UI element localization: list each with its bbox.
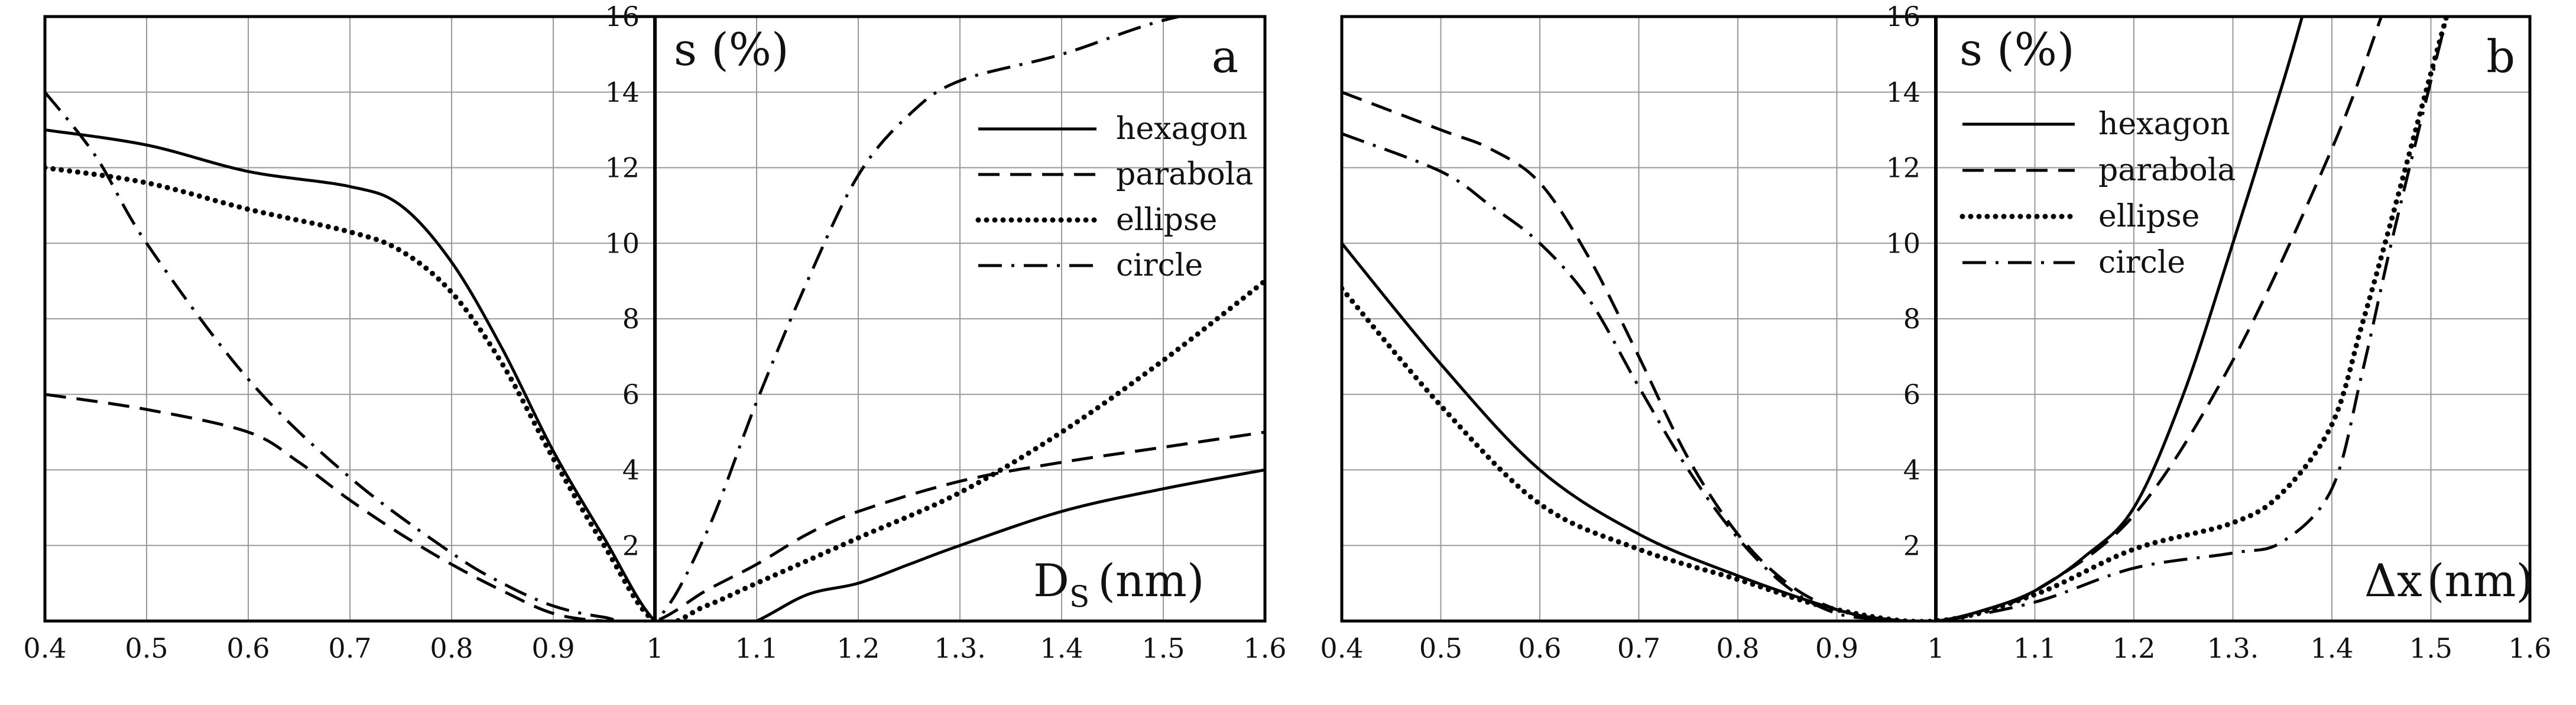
- panel-a-legend-label-circle: circle: [1116, 248, 1203, 283]
- panel-a-y-tick-label: 6: [622, 379, 640, 410]
- panel-b-x-tick-label: 0.9: [1815, 632, 1858, 664]
- panel-b-y-tick-label: 6: [1903, 379, 1920, 410]
- panel-a-series: [45, 17, 1265, 621]
- panel-a-x-tick-label: 0.9: [531, 632, 575, 664]
- panel-b-x-tick-label: 1.1: [2013, 632, 2056, 664]
- panel-a-series-ellipse: [45, 165, 1265, 621]
- panel-b-x-tick-label: 1.2: [2112, 632, 2155, 664]
- panel-b-x-tick-label: 0.6: [1518, 632, 1561, 664]
- panel-a: 2 4 6 8 10 12 14 16 0.4 0.5 0.6 0.7 0.8 0.9 1 1.1 1.2 1.…: [23, 1, 1286, 664]
- panel-b-y-tick-label: 14: [1886, 76, 1920, 108]
- panel-a-x-tick-label: 1.6: [1243, 632, 1286, 664]
- panel-a-xlabel-units: (nm): [1098, 554, 1204, 607]
- panel-b-legend-label-ellipse: ellipse: [2098, 199, 2199, 234]
- panel-a-x-tick-label: 0.5: [125, 632, 168, 664]
- panel-b-y-tick-label: 12: [1886, 152, 1920, 184]
- panel-a-y-tick-label: 2: [622, 529, 640, 561]
- panel-b-xlabel-main: Δx: [2364, 554, 2422, 607]
- panel-a-legend-label-ellipse: ellipse: [1116, 202, 1217, 238]
- panel-b-x-tick-label: 0.5: [1419, 632, 1462, 664]
- panel-a-x-tick-label: 1.5: [1141, 632, 1185, 664]
- panel-b-series-ellipse: [1342, 17, 2450, 621]
- panel-a-y-tick-label: 8: [622, 303, 640, 335]
- panel-a-x-tick-label: 0.8: [430, 632, 473, 664]
- panel-b-legend: hexagon parabola ellipse circle: [1959, 106, 2236, 280]
- panel-a-x-tick-label: 1.4: [1040, 632, 1083, 664]
- panel-a-x-tick-label: 0.7: [328, 632, 371, 664]
- panel-b-y-tick-label: 2: [1903, 529, 1920, 561]
- panel-a-x-tick-label: 1.3.: [934, 632, 986, 664]
- panel-b-y-ticks: 2 4 6 8 10 12 14 16: [1886, 1, 1920, 561]
- panel-b-letter: b: [2486, 30, 2515, 83]
- panel-b-xlabel: Δx (nm): [2364, 554, 2533, 607]
- panel-a-series-circle: [45, 17, 1187, 621]
- panel-a-x-tick-label: 1.2: [836, 632, 880, 664]
- panel-b-y-tick-label: 8: [1903, 303, 1920, 335]
- panel-a-y-tick-label: 12: [605, 152, 640, 184]
- panel-a-x-tick-label: 0.4: [23, 632, 66, 664]
- panel-b-series-circle: [1342, 17, 2449, 621]
- panel-b-legend-item-hexagon: hexagon: [1962, 106, 2230, 142]
- panel-b-y-tick-label: 16: [1886, 1, 1920, 33]
- panel-b-xlabel-units: (nm): [2427, 554, 2533, 607]
- panel-a-y-tick-label: 10: [605, 227, 640, 259]
- panel-b-x-tick-label: 0.7: [1617, 632, 1660, 664]
- panel-a-legend-item-hexagon: hexagon: [978, 111, 1248, 147]
- panel-a-y-ticks: 2 4 6 8 10 12 14 16: [605, 1, 640, 561]
- panel-a-x-tick-label: 0.6: [226, 632, 270, 664]
- panel-a-legend-label-parabola: parabola: [1116, 157, 1253, 192]
- panel-b-y-tick-label: 4: [1903, 454, 1920, 486]
- panel-b-legend-label-circle: circle: [2098, 245, 2185, 280]
- panel-a-legend-label-hexagon: hexagon: [1116, 111, 1248, 147]
- panel-b-x-tick-label: 1.5: [2409, 632, 2452, 664]
- panel-a-legend-item-ellipse: ellipse: [975, 202, 1217, 238]
- panel-b-x-tick-label: 1.3.: [2207, 632, 2259, 664]
- panel-a-xlabel: DS (nm): [1033, 554, 1205, 614]
- panel-b-legend-item-parabola: parabola: [1962, 153, 2236, 188]
- panel-a-letter: a: [1212, 30, 1238, 83]
- panel-b-x-ticks: 0.4 0.5 0.6 0.7 0.8 0.9 1 1.1 1.2 1.3. 1.4 1.5 1.6: [1320, 632, 2551, 664]
- panel-a-legend: hexagon parabola ellipse circle: [975, 111, 1253, 283]
- panel-b-y-tick-label: 10: [1886, 227, 1920, 259]
- panel-b-legend-item-ellipse: ellipse: [1959, 199, 2199, 234]
- panel-a-x-tick-label: 1: [646, 632, 663, 664]
- panel-b-ylabel: s (%): [1959, 23, 2075, 76]
- panel-b-x-tick-label: 0.4: [1320, 632, 1363, 664]
- panel-a-y-tick-label: 14: [605, 76, 640, 108]
- panel-b-legend-item-circle: circle: [1962, 245, 2185, 280]
- panel-b-legend-label-hexagon: hexagon: [2098, 106, 2230, 142]
- panel-a-series-hexagon: [45, 128, 1265, 621]
- panel-a-xlabel-main: D: [1033, 554, 1069, 607]
- panel-b-series: [1342, 17, 2450, 621]
- panel-a-y-tick-label: 16: [605, 1, 640, 33]
- panel-b-legend-label-parabola: parabola: [2098, 153, 2236, 188]
- panel-a-x-tick-label: 1.1: [735, 632, 778, 664]
- panel-a-legend-item-circle: circle: [978, 248, 1203, 283]
- panel-b-x-tick-label: 1: [1927, 632, 1944, 664]
- panel-b-x-tick-label: 0.8: [1716, 632, 1759, 664]
- panel-a-xlabel-sub: S: [1069, 580, 1089, 614]
- panel-a-y-tick-label: 4: [622, 454, 640, 486]
- panel-b-x-tick-label: 1.6: [2508, 632, 2551, 664]
- panel-b-x-tick-label: 1.4: [2310, 632, 2353, 664]
- panel-b: 2 4 6 8 10 12 14 16 0.4 0.5 0.6 0.7 0.8 0.9 1 1.1 1.2 1.…: [1320, 1, 2551, 664]
- panel-a-legend-item-parabola: parabola: [978, 157, 1253, 192]
- panel-a-x-ticks: 0.4 0.5 0.6 0.7 0.8 0.9 1 1.1 1.2 1.3. 1.4 1.5 1.6: [23, 632, 1286, 664]
- panel-a-ylabel: s (%): [674, 23, 789, 76]
